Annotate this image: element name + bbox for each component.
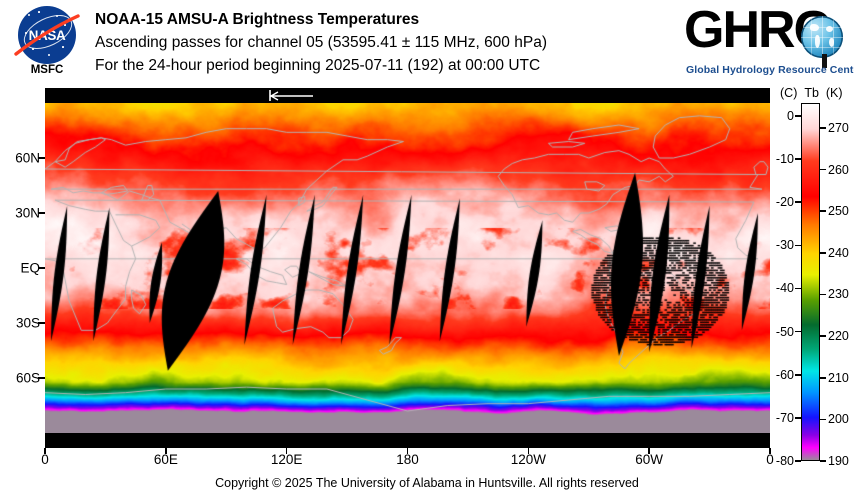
nasa-meatball-icon: NASA xyxy=(18,6,76,64)
colorbar-label-kelvin: 270 xyxy=(828,120,849,135)
colorbar-tick-celsius xyxy=(795,330,801,333)
latitude-tick xyxy=(38,267,45,269)
latitude-tick xyxy=(38,322,45,324)
colorbar-tick-kelvin xyxy=(820,210,826,213)
colorbar-tick-celsius xyxy=(795,417,801,419)
longitude-tick xyxy=(44,448,46,454)
colorbar-label-kelvin: 220 xyxy=(828,329,849,344)
subtitle-period: For the 24-hour period beginning 2025-07… xyxy=(95,57,541,74)
longitude-label: 0 xyxy=(766,452,774,467)
colorbar-tick-kelvin xyxy=(820,293,826,296)
colorbar-tick-kelvin xyxy=(820,127,826,129)
longitude-label: 120W xyxy=(510,452,546,467)
colorbar-tick-celsius xyxy=(795,244,801,247)
ghrc-subtitle: Global Hydrology Resource Center xyxy=(686,64,854,76)
map-top-border xyxy=(45,88,770,103)
longitude-tick xyxy=(648,448,650,454)
colorbar-gradient xyxy=(802,104,819,460)
longitude-label: 180 xyxy=(396,452,419,467)
latitude-tick xyxy=(38,377,45,379)
star-field xyxy=(18,6,76,64)
latitude-label: EQ xyxy=(20,260,40,276)
colorbar-label-celsius: -30 xyxy=(775,238,794,253)
longitude-label: 60E xyxy=(153,452,178,467)
colorbar-label-kelvin: 240 xyxy=(828,245,849,260)
globe-stand xyxy=(822,54,827,68)
colorbar-tick-celsius xyxy=(795,115,801,117)
colorbar-label-celsius: -70 xyxy=(775,410,794,425)
colorbar-tick-kelvin xyxy=(820,168,826,171)
colorbar-label-kelvin: 200 xyxy=(828,412,849,427)
orbit-start-arrow-icon xyxy=(269,89,313,101)
longitude-tick xyxy=(406,448,409,454)
copyright-notice: Copyright © 2025 The University of Alaba… xyxy=(215,476,639,490)
colorbar-label-celsius: -60 xyxy=(775,367,794,382)
longitude-label: 120E xyxy=(270,452,303,467)
colorbar-tick-kelvin xyxy=(820,460,826,462)
map-bottom-border xyxy=(45,433,770,448)
latitude-label: 60N xyxy=(15,150,40,166)
brightness-temperature-heatmap[interactable] xyxy=(45,103,770,433)
colorbar-unit-celsius: (C) xyxy=(780,86,798,100)
colorbar-tick-celsius xyxy=(795,460,801,462)
colorbar[interactable] xyxy=(801,103,820,461)
latitude-label: 30N xyxy=(15,205,40,221)
latitude-label: 30S xyxy=(15,315,40,331)
colorbar-label: Tb xyxy=(804,86,819,100)
title-block: NOAA-15 AMSU-A Brightness Temperatures A… xyxy=(95,8,547,77)
colorbar-label-celsius: -50 xyxy=(775,324,794,339)
nasa-swoosh-icon xyxy=(14,14,80,56)
colorbar-unit-kelvin: (K) xyxy=(825,86,843,100)
heatmap-canvas[interactable] xyxy=(45,103,770,433)
colorbar-label-celsius: -20 xyxy=(775,195,794,210)
longitude-tick xyxy=(165,448,167,454)
colorbar-label-celsius: -10 xyxy=(775,152,794,167)
colorbar-label-kelvin: 210 xyxy=(828,370,849,385)
colorbar-tick-celsius xyxy=(795,201,801,203)
ghrc-logo: GHRC Global Hydrology Resource Center xyxy=(684,4,854,76)
colorbar-tick-kelvin xyxy=(820,252,826,254)
page-title: NOAA-15 AMSU-A Brightness Temperatures xyxy=(95,11,420,28)
colorbar-label-celsius: -80 xyxy=(775,454,794,468)
colorbar-tick-celsius xyxy=(795,287,801,290)
longitude-label: 60W xyxy=(635,452,664,467)
colorbar-label-kelvin: 250 xyxy=(828,204,849,219)
subtitle-channel: Ascending passes for channel 05 (53595.4… xyxy=(95,34,547,51)
latitude-label: 60S xyxy=(15,370,40,386)
colorbar-tick-kelvin xyxy=(820,376,826,379)
longitude-tick xyxy=(527,448,530,454)
colorbar-tick-celsius xyxy=(795,373,801,376)
colorbar-label-kelvin: 230 xyxy=(828,287,849,302)
colorbar-label-celsius: -40 xyxy=(775,281,794,296)
colorbar-header: (C) Tb (K) xyxy=(780,86,843,100)
longitude-label: 0 xyxy=(41,452,49,467)
colorbar-tick-kelvin xyxy=(820,335,826,337)
nasa-logo: NASA MSFC xyxy=(10,6,82,82)
globe-icon xyxy=(801,16,843,58)
latitude-tick xyxy=(38,212,45,214)
longitude-tick xyxy=(769,448,771,454)
latitude-tick xyxy=(38,157,45,159)
longitude-tick xyxy=(285,448,288,454)
colorbar-label-celsius: 0 xyxy=(787,108,794,123)
map-panel[interactable] xyxy=(45,88,770,448)
colorbar-label-kelvin: 190 xyxy=(828,454,849,468)
colorbar-label-kelvin: 260 xyxy=(828,162,849,177)
colorbar-tick-celsius xyxy=(795,158,801,160)
nasa-center-label: MSFC xyxy=(30,64,64,76)
colorbar-tick-kelvin xyxy=(820,418,826,421)
